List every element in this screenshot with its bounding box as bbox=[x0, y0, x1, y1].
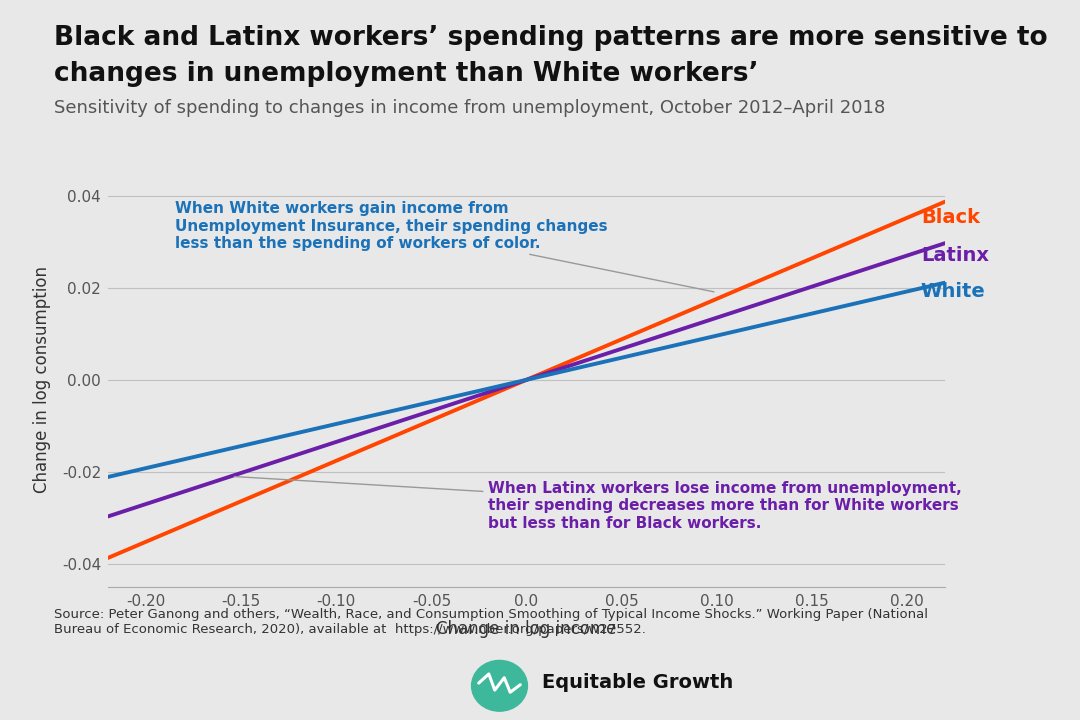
Y-axis label: Change in log consumption: Change in log consumption bbox=[32, 266, 51, 493]
Text: Latinx: Latinx bbox=[921, 246, 989, 265]
Text: Source: Peter Ganong and others, “Wealth, Race, and Consumption Smoothing of Typ: Source: Peter Ganong and others, “Wealth… bbox=[54, 608, 928, 636]
Text: Sensitivity of spending to changes in income from unemployment, October 2012–Apr: Sensitivity of spending to changes in in… bbox=[54, 99, 886, 117]
Text: White: White bbox=[921, 282, 986, 301]
Text: When Latinx workers lose income from unemployment,
their spending decreases more: When Latinx workers lose income from une… bbox=[234, 477, 962, 531]
Text: changes in unemployment than White workers’: changes in unemployment than White worke… bbox=[54, 61, 758, 87]
X-axis label: Change in log income: Change in log income bbox=[436, 620, 617, 638]
Circle shape bbox=[472, 660, 527, 711]
Text: Equitable Growth: Equitable Growth bbox=[542, 673, 733, 692]
Text: Black and Latinx workers’ spending patterns are more sensitive to: Black and Latinx workers’ spending patte… bbox=[54, 25, 1048, 51]
Text: When White workers gain income from
Unemployment Insurance, their spending chang: When White workers gain income from Unem… bbox=[175, 201, 714, 292]
Text: Black: Black bbox=[921, 208, 980, 228]
